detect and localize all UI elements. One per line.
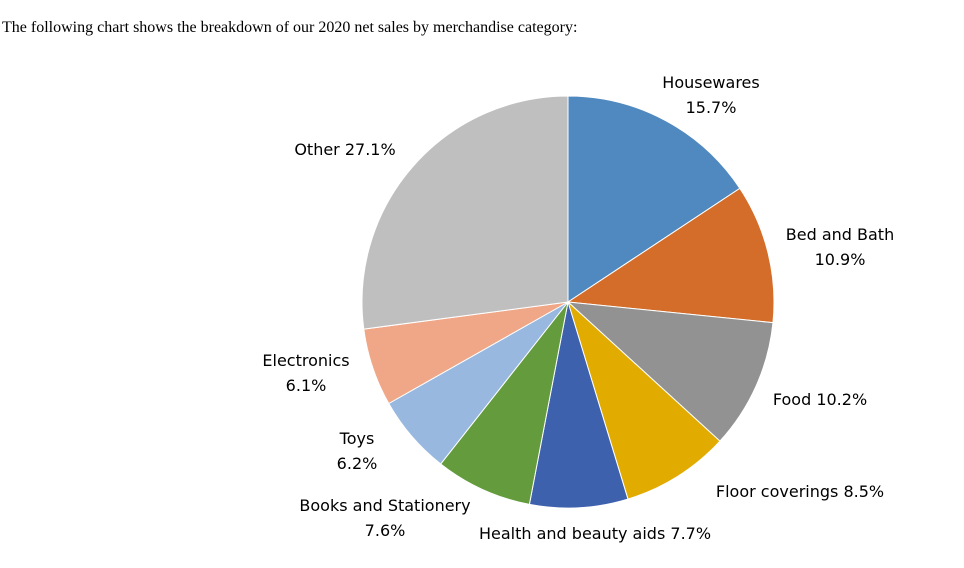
- slice-label-housewares: Housewares 15.7%: [662, 73, 759, 117]
- slice-label-category: Books and Stationery: [299, 496, 470, 515]
- slice-label-category: Toys: [339, 429, 375, 448]
- slice-label-value: 7.6%: [365, 521, 406, 540]
- slice-label-value: 15.7%: [686, 98, 737, 117]
- slice-label-value: 10.9%: [815, 250, 866, 269]
- slice-label-category: Electronics: [262, 351, 349, 370]
- slice-label-toys: Toys 6.2%: [337, 429, 378, 473]
- slice-label-category: Housewares: [662, 73, 759, 92]
- slice-label-value: 6.2%: [337, 454, 378, 473]
- slice-label-electronics: Electronics 6.1%: [262, 351, 349, 395]
- pie-slice-floor-coverings: [566, 300, 721, 500]
- slice-label-health-and-beauty-aids: Health and beauty aids 7.7%: [479, 524, 711, 543]
- slice-label-books-and-stationery: Books and Stationery 7.6%: [299, 496, 470, 540]
- slice-label-other: Other 27.1%: [294, 140, 395, 159]
- slice-label-category: Bed and Bath: [786, 225, 894, 244]
- pie-slice-bed-and-bath: [566, 187, 775, 324]
- pie-slice-housewares: [567, 95, 741, 303]
- pie-slice-other: [361, 95, 569, 330]
- pie-slice-health-and-beauty-aids: [528, 301, 629, 509]
- slice-label-food: Food 10.2%: [773, 390, 867, 409]
- pie-slice-books-and-stationery: [440, 301, 569, 505]
- intro-text: The following chart shows the breakdown …: [2, 19, 578, 36]
- slice-label-bed-and-bath: Bed and Bath 10.9%: [786, 225, 894, 269]
- slice-label-floor-coverings: Floor coverings 8.5%: [716, 482, 884, 501]
- pie-slice-food: [566, 301, 774, 442]
- slice-label-value: 6.1%: [286, 376, 327, 395]
